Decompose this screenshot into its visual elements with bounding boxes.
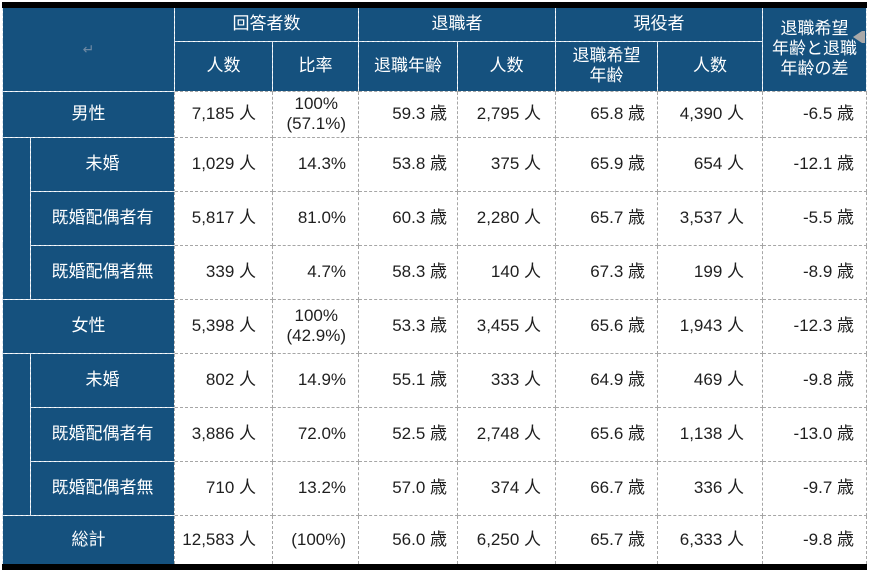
cell: 66.7 歳: [555, 460, 659, 516]
table-row-male: 男性 7,185 人 100% (57.1%) 59.3 歳 2,795 人 6…: [1, 90, 868, 138]
cell: 12,583 人: [174, 514, 274, 568]
cell: 65.8 歳: [555, 90, 659, 138]
cell: -9.7 歳: [762, 460, 868, 516]
cell: 14.3%: [272, 136, 360, 192]
row-label: 未婚: [29, 352, 176, 408]
cell: 5,817 人: [174, 190, 274, 246]
cell: 65.9 歳: [555, 136, 659, 192]
retirement-survey-table: ↵ 回答者数 退職者 現役者 退職希望 年齢と退職 年齢の差 人数 比率 退職年…: [1, 2, 868, 570]
cell: 2,280 人: [457, 190, 557, 246]
cell: -5.5 歳: [762, 190, 868, 246]
row-label: 総計: [1, 514, 176, 568]
cell: 72.0%: [272, 406, 360, 462]
cursor-artifact-icon: [853, 31, 865, 43]
cell: 65.7 歳: [555, 514, 659, 568]
cell: (100%): [272, 514, 360, 568]
indent-strip: [2, 352, 31, 516]
column-header-desired-retirement-age: 退職希望 年齢: [555, 40, 659, 92]
header-row-subcolumns: 人数 比率 退職年齢 人数 退職希望 年齢 人数: [3, 40, 867, 92]
cell: -9.8 歳: [762, 514, 868, 568]
cell: 14.9%: [272, 352, 360, 408]
column-header-retirement-age: 退職年齢: [358, 40, 459, 92]
row-label: 既婚配偶者有: [29, 406, 176, 462]
cell: 3,537 人: [657, 190, 764, 246]
cell: 53.8 歳: [358, 136, 459, 192]
column-header-ratio: 比率: [272, 40, 360, 92]
row-label: 既婚配偶者無: [29, 244, 176, 300]
table-row-female-unmarried: 未婚 802 人 14.9% 55.1 歳 333 人 64.9 歳 469 人…: [2, 352, 868, 516]
cell: 81.0%: [272, 190, 360, 246]
table-row-female-married-spouse: 既婚配偶者有 3,886 人 72.0% 52.5 歳 2,748 人 65.6…: [3, 406, 868, 462]
cell: 56.0 歳: [358, 514, 459, 568]
cell: 65.6 歳: [555, 298, 659, 354]
cell: -12.3 歳: [762, 298, 868, 354]
cell: 60.3 歳: [358, 190, 459, 246]
row-label: 既婚配偶者無: [29, 460, 176, 516]
cell: 3,886 人: [174, 406, 274, 462]
column-header-age-difference: 退職希望 年齢と退職 年齢の差: [762, 4, 868, 92]
cell: 65.6 歳: [555, 406, 659, 462]
cell: 100% (42.9%): [272, 298, 360, 354]
corner-cell: ↵: [1, 4, 176, 92]
cell: 13.2%: [272, 460, 360, 516]
cell: 67.3 歳: [555, 244, 659, 300]
cell: -13.0 歳: [762, 406, 868, 462]
indent-strip: [2, 136, 31, 300]
column-group-respondents: 回答者数: [174, 4, 360, 42]
column-header-count: 人数: [174, 40, 274, 92]
table-row-male-unmarried: 未婚 1,029 人 14.3% 53.8 歳 375 人 65.9 歳 654…: [2, 136, 868, 300]
cell: 4.7%: [272, 244, 360, 300]
cell: 5,398 人: [174, 298, 274, 354]
row-label: 既婚配偶者有: [29, 190, 176, 246]
cell: 710 人: [174, 460, 274, 516]
cell: -8.9 歳: [762, 244, 868, 300]
cell: 1,029 人: [174, 136, 274, 192]
cell: 6,333 人: [657, 514, 764, 568]
cell: 333 人: [457, 352, 557, 408]
header-row-groups: ↵ 回答者数 退職者 現役者 退職希望 年齢と退職 年齢の差: [1, 4, 868, 92]
column-group-active-workers: 現役者: [555, 4, 764, 42]
cell: 802 人: [174, 352, 274, 408]
cell: 2,748 人: [457, 406, 557, 462]
table-row-male-married-spouse: 既婚配偶者有 5,817 人 81.0% 60.3 歳 2,280 人 65.7…: [3, 190, 868, 246]
row-label: 男性: [1, 90, 176, 138]
cell: 1,138 人: [657, 406, 764, 462]
cell: 375 人: [457, 136, 557, 192]
cell: 55.1 歳: [358, 352, 459, 408]
table-row-total: 総計 12,583 人 (100%) 56.0 歳 6,250 人 65.7 歳…: [1, 514, 868, 568]
cell: -12.1 歳: [762, 136, 868, 192]
column-header-count: 人数: [657, 40, 764, 92]
column-header-count: 人数: [457, 40, 557, 92]
cell: 3,455 人: [457, 298, 557, 354]
cell: 1,943 人: [657, 298, 764, 354]
cell: 374 人: [457, 460, 557, 516]
cell: 6,250 人: [457, 514, 557, 568]
cell: 53.3 歳: [358, 298, 459, 354]
row-label: 女性: [1, 298, 176, 354]
cell: 7,185 人: [174, 90, 274, 138]
cell: 336 人: [657, 460, 764, 516]
cell: 64.9 歳: [555, 352, 659, 408]
cell: 339 人: [174, 244, 274, 300]
cell: -9.8 歳: [762, 352, 868, 408]
cell: 59.3 歳: [358, 90, 459, 138]
paragraph-return-icon: ↵: [82, 41, 95, 58]
table-row-female: 女性 5,398 人 100% (42.9%) 53.3 歳 3,455 人 6…: [1, 298, 868, 354]
cell: 4,390 人: [657, 90, 764, 138]
table-row-male-married-no-spouse: 既婚配偶者無 339 人 4.7% 58.3 歳 140 人 67.3 歳 19…: [3, 244, 868, 300]
cell: 100% (57.1%): [272, 90, 360, 138]
cell: -6.5 歳: [762, 90, 868, 138]
cell: 65.7 歳: [555, 190, 659, 246]
cell: 469 人: [657, 352, 764, 408]
cell: 58.3 歳: [358, 244, 459, 300]
cell: 57.0 歳: [358, 460, 459, 516]
column-group-retirees: 退職者: [358, 4, 557, 42]
cell: 140 人: [457, 244, 557, 300]
table-row-female-married-no-spouse: 既婚配偶者無 710 人 13.2% 57.0 歳 374 人 66.7 歳 3…: [3, 460, 868, 516]
cell: 2,795 人: [457, 90, 557, 138]
cell: 654 人: [657, 136, 764, 192]
row-label: 未婚: [29, 136, 176, 192]
cell: 199 人: [657, 244, 764, 300]
cell: 52.5 歳: [358, 406, 459, 462]
